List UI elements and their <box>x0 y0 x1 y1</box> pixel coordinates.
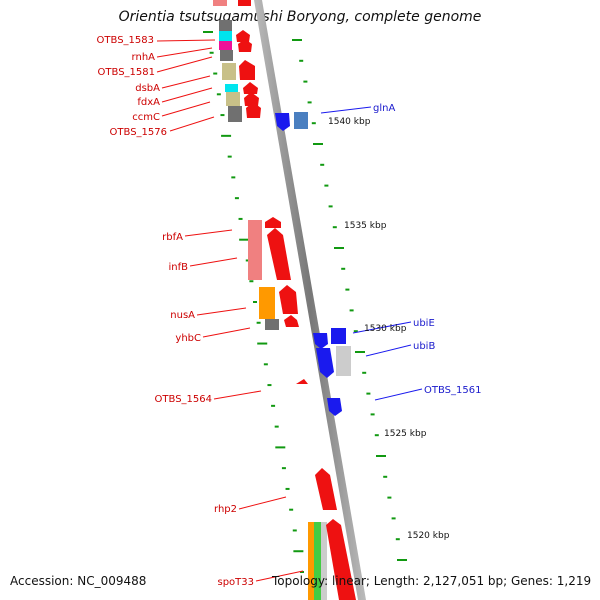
gene-label-rhp2: rhp2 <box>214 504 237 515</box>
forward-gene <box>267 228 291 280</box>
feature-box <box>226 92 240 106</box>
reverse-gene <box>275 113 290 131</box>
genome-backbone <box>254 0 366 600</box>
gene-label-glna: glnA <box>373 103 395 114</box>
accession-text: Accession: NC_009488 <box>10 574 147 588</box>
gene-label-rnha: rnhA <box>132 52 156 63</box>
feature-box <box>265 319 279 330</box>
feature-box <box>220 50 233 61</box>
feature-box <box>219 20 232 31</box>
kbp-label-1535: 1535 kbp <box>344 221 387 231</box>
reverse-gene <box>327 398 342 416</box>
gene-label-dsba: dsbA <box>135 83 160 94</box>
reverse-gene <box>313 333 328 349</box>
feature-box <box>228 106 242 122</box>
gene-label-ccmc: ccmC <box>132 112 160 123</box>
feature-box <box>219 31 232 41</box>
gene-label-yhbc: yhbC <box>175 333 201 344</box>
forward-gene <box>296 379 308 384</box>
feature-box <box>219 41 232 50</box>
gene-label-otbs-1561: OTBS_1561 <box>424 385 481 396</box>
feature-box <box>321 522 327 600</box>
forward-gene <box>243 82 258 94</box>
gene-label-rbfa: rbfA <box>162 232 183 243</box>
gene-label-otbs-1581: OTBS_1581 <box>98 67 155 78</box>
forward-gene <box>265 217 281 228</box>
kbp-label-1540: 1540 kbp <box>328 117 371 127</box>
gene-label-infb: infB <box>169 262 189 273</box>
gene-label-otbs-1564: OTBS_1564 <box>155 394 212 405</box>
gene-label-ubie: ubiE <box>413 318 435 329</box>
gene-label-otbs-1583: OTBS_1583 <box>97 35 154 46</box>
forward-gene <box>279 285 298 314</box>
kbp-label-1530: 1530 kbp <box>364 324 407 334</box>
gene-label-ubib: ubiB <box>413 341 435 352</box>
forward-gene <box>244 92 259 106</box>
forward-gene <box>246 102 261 118</box>
gene-label-spot33: spoT33 <box>217 577 254 588</box>
reverse-gene <box>331 328 346 344</box>
forward-gene <box>238 39 252 52</box>
gene-label-otbs-1576: OTBS_1576 <box>110 127 167 138</box>
feature-track <box>213 0 356 600</box>
forward-gene <box>236 30 250 42</box>
gene-label-nusa: nusA <box>170 310 195 321</box>
kbp-label-1525: 1525 kbp <box>384 429 427 439</box>
left-leader-lines <box>156 39 304 582</box>
forward-gene <box>238 0 251 6</box>
feature-box <box>248 220 262 280</box>
genome-summary-text: Topology: linear; Length: 2,127,051 bp; … <box>272 574 592 588</box>
map-title: Orientia tsutsugamushi Boryong, complete… <box>118 9 482 25</box>
feature-box <box>259 287 275 319</box>
gene-label-fdxa: fdxA <box>137 97 160 108</box>
right-leader-lines <box>320 106 423 401</box>
feature-box <box>336 346 351 376</box>
feature-box <box>222 63 236 80</box>
feature-box <box>225 84 238 92</box>
forward-gene <box>284 315 299 327</box>
forward-gene <box>239 60 255 80</box>
forward-gene <box>326 519 356 600</box>
feature-box <box>294 112 308 129</box>
forward-gene <box>315 468 337 510</box>
outer-tick-ring <box>292 39 407 561</box>
feature-box <box>213 0 227 6</box>
reverse-gene <box>316 348 334 378</box>
kbp-label-1520: 1520 kbp <box>407 531 450 541</box>
